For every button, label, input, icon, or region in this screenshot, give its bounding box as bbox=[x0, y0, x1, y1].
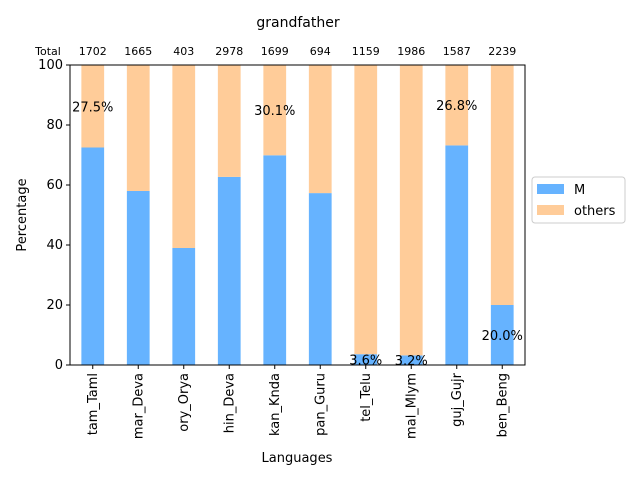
value-label: 3.2% bbox=[395, 354, 428, 369]
bar-segment bbox=[81, 65, 105, 148]
y-tick-label: 60 bbox=[46, 178, 63, 193]
bar-segment bbox=[172, 248, 196, 365]
bar-segment bbox=[217, 176, 241, 365]
value-label: 30.1% bbox=[254, 104, 295, 119]
total-label: 403 bbox=[173, 45, 194, 58]
x-tick-label: hin_Deva bbox=[222, 373, 237, 433]
x-tick-label: ory_Orya bbox=[177, 373, 192, 432]
bar-segment bbox=[490, 305, 514, 365]
y-tick-label: 0 bbox=[55, 358, 63, 373]
bar-segment bbox=[445, 145, 469, 365]
total-label: 694 bbox=[310, 45, 331, 58]
x-axis-title: Languages bbox=[262, 451, 333, 466]
legend-swatch bbox=[537, 184, 564, 194]
y-axis-title: Percentage bbox=[15, 178, 30, 251]
bar-segment bbox=[399, 355, 423, 365]
legend-swatch bbox=[537, 205, 564, 215]
total-label: 1587 bbox=[443, 45, 471, 58]
bar-segment bbox=[126, 65, 150, 191]
bar-segment bbox=[354, 354, 378, 365]
bar-segment bbox=[81, 147, 105, 365]
x-tick-label: mal_Mlym bbox=[404, 373, 419, 439]
y-tick-label: 100 bbox=[38, 58, 63, 73]
x-tick-label: tam_Taml bbox=[86, 373, 101, 435]
value-label: 26.8% bbox=[436, 99, 477, 114]
total-label: 1159 bbox=[352, 45, 380, 58]
chart-title: grandfather bbox=[256, 15, 339, 31]
bar-segment bbox=[399, 65, 423, 356]
bar-segment bbox=[126, 191, 150, 365]
bar-segment bbox=[445, 65, 469, 146]
legend-label: others bbox=[574, 204, 616, 219]
value-label: 3.6% bbox=[349, 354, 382, 369]
total-label: 2978 bbox=[215, 45, 243, 58]
x-tick-label: pan_Guru bbox=[313, 373, 328, 436]
x-tick-label: tel_Telu bbox=[359, 373, 374, 422]
y-tick-label: 20 bbox=[46, 298, 63, 313]
x-tick-label: ben_Beng bbox=[495, 373, 510, 437]
x-tick-label: kan_Knda bbox=[268, 373, 283, 436]
total-label: 1699 bbox=[261, 45, 289, 58]
value-label: 27.5% bbox=[72, 100, 113, 115]
bar-segment bbox=[263, 155, 287, 365]
value-label: 20.0% bbox=[482, 329, 523, 344]
bar-segment bbox=[490, 65, 514, 305]
bar-segment bbox=[172, 65, 196, 248]
bar-segment bbox=[308, 65, 332, 194]
total-label: 2239 bbox=[488, 45, 516, 58]
x-tick-label: guj_Gujr bbox=[450, 372, 465, 427]
totals-label: Total bbox=[34, 45, 61, 58]
total-label: 1702 bbox=[79, 45, 107, 58]
y-tick-label: 80 bbox=[46, 118, 63, 133]
total-label: 1665 bbox=[124, 45, 152, 58]
plot-frame bbox=[69, 64, 526, 366]
bar-segment bbox=[308, 193, 332, 365]
y-tick-label: 40 bbox=[46, 238, 63, 253]
x-tick-label: mar_Deva bbox=[131, 373, 146, 439]
legend-label: M bbox=[574, 183, 585, 198]
bar-segment bbox=[354, 65, 378, 355]
bar-segment bbox=[263, 65, 287, 156]
total-label: 1986 bbox=[397, 45, 425, 58]
bar-segment bbox=[217, 65, 241, 177]
